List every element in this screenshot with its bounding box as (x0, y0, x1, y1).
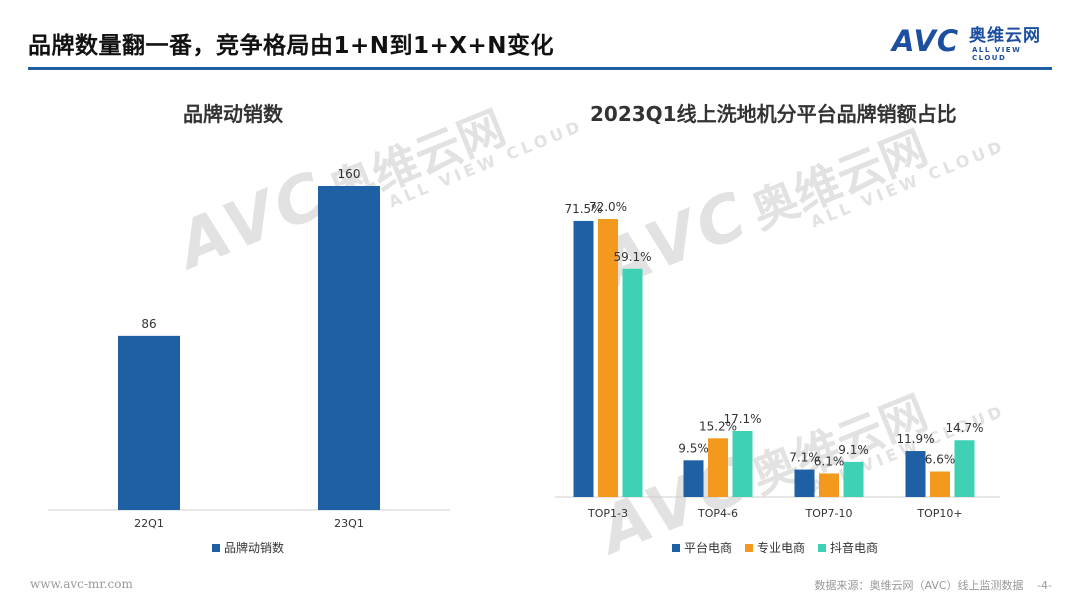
legend-swatch-0 (672, 544, 680, 552)
page-title: 品牌数量翻一番，竞争格局由1+N到1+X+N变化 (28, 33, 555, 59)
bar-TOP7-10-平台电商 (794, 469, 815, 497)
bar-TOP1-3-平台电商 (573, 220, 594, 498)
data-label-22Q1: 86 (141, 317, 156, 331)
bar-TOP10+-平台电商 (905, 451, 926, 497)
bar-TOP7-10-抖音电商 (843, 461, 864, 497)
data-label-TOP4-6-抖音电商: 17.1% (723, 412, 761, 426)
tick-label-TOP10+: TOP10+ (916, 507, 962, 520)
bar-TOP4-6-专业电商 (708, 438, 728, 497)
legend-label-1: 专业电商 (757, 540, 805, 555)
data-label-TOP10+-平台电商: 11.9% (896, 432, 934, 446)
data-label-TOP4-6-专业电商: 15.2% (699, 419, 737, 433)
tick-label-TOP7-10: TOP7-10 (805, 507, 853, 520)
tick-label-23Q1: 23Q1 (334, 517, 364, 530)
data-label-TOP7-10-抖音电商: 9.1% (838, 443, 869, 457)
bar-TOP10+-抖音电商 (954, 440, 975, 497)
legend-label-2: 抖音电商 (830, 540, 878, 555)
data-label-TOP1-3-专业电商: 72.0% (589, 200, 627, 214)
bar-TOP4-6-平台电商 (683, 460, 704, 497)
bar-TOP7-10-专业电商 (819, 473, 839, 497)
legend-label-brand: 品牌动销数 (224, 540, 284, 555)
avc-logo: AVC 奥维云网 ALL VIEW CLOUD (892, 26, 1057, 62)
bar-TOP10+-专业电商 (930, 471, 950, 497)
footer-website[interactable]: www.avc-mr.com (30, 577, 133, 591)
data-label-TOP10+-抖音电商: 14.7% (945, 421, 983, 435)
page-number: -4- (1037, 579, 1052, 592)
data-label-TOP4-6-平台电商: 9.5% (678, 441, 709, 455)
logo-en-text: ALL VIEW CLOUD (972, 46, 1022, 62)
logo-cn-text: 奥维云网 (969, 26, 1041, 46)
data-label-TOP1-3-平台电商: 71.5% (564, 202, 602, 216)
bar-22Q1 (118, 335, 180, 510)
data-label-23Q1: 160 (338, 167, 361, 181)
source-text: 数据来源：奥维云网（AVC）线上监测数据 (814, 579, 1024, 592)
data-label-TOP10+-专业电商: 6.6% (925, 453, 956, 467)
tick-label-TOP4-6: TOP4-6 (697, 507, 738, 520)
chart-2-title: 2023Q1线上洗地机分平台品牌销额占比 (590, 102, 957, 126)
data-label-TOP1-3-抖音电商: 59.1% (613, 250, 651, 264)
legend-label-0: 平台电商 (684, 540, 732, 555)
tick-label-TOP1-3: TOP1-3 (587, 507, 628, 520)
legend-swatch-brand (212, 544, 220, 552)
data-label-TOP7-10-专业电商: 6.1% (814, 454, 845, 468)
tick-label-22Q1: 22Q1 (134, 517, 164, 530)
bar-23Q1 (318, 186, 380, 510)
legend-swatch-2 (818, 544, 826, 552)
footer-source: 数据来源：奥维云网（AVC）线上监测数据 -4- (815, 577, 1052, 593)
legend-swatch-1 (745, 544, 753, 552)
chart-1-title: 品牌动销数 (183, 102, 283, 126)
data-label-TOP7-10-平台电商: 7.1% (789, 451, 820, 465)
logo-mark: AVC (892, 24, 960, 58)
title-divider (28, 67, 1052, 70)
bar-TOP1-3-抖音电商 (622, 268, 643, 497)
bar-TOP4-6-抖音电商 (732, 430, 753, 497)
bar-TOP1-3-专业电商 (598, 219, 618, 497)
